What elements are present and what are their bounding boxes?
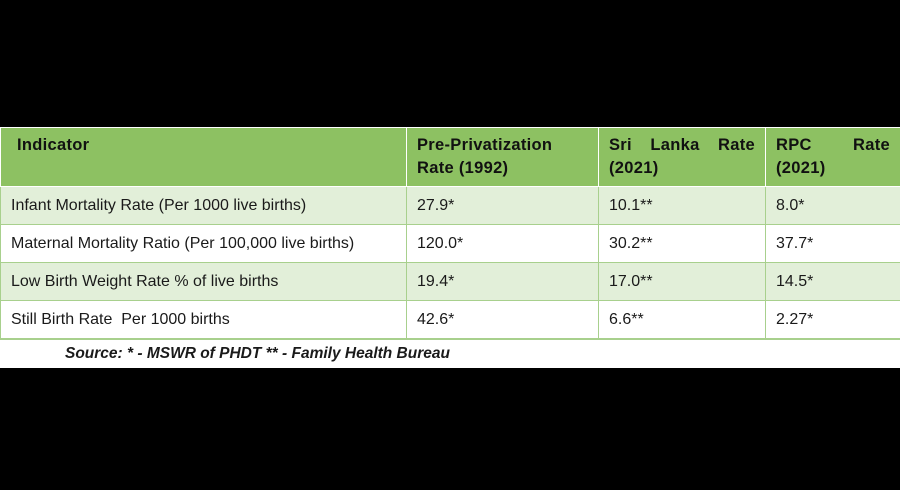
header-rpc-rate: RPC Rate (2021) [765,127,900,187]
header-sri-lanka-line2: (2021) [609,159,659,177]
header-indicator-text: Indicator [17,136,90,154]
health-indicators-table: Indicator Pre-Privatization Rate (1992) … [0,127,900,339]
header-rpc-line2: (2021) [776,159,826,177]
cell-sri-lanka: 30.2** [598,224,766,263]
header-pre-privatization-line2: Rate (1992) [417,159,509,177]
header-sri-lanka-rate: Sri Lanka Rate (2021) [598,127,766,187]
cell-sri-lanka: 6.6** [598,300,766,339]
cell-pre-privatization: 19.4* [406,262,599,301]
cell-pre-privatization: 120.0* [406,224,599,263]
cell-pre-privatization: 27.9* [406,186,599,225]
table-row: Still Birth Rate Per 1000 births 42.6* 6… [0,300,900,339]
cell-indicator: Low Birth Weight Rate % of live births [0,262,407,301]
header-pre-privatization: Pre-Privatization Rate (1992) [406,127,599,187]
source-note: Source: * - MSWR of PHDT ** - Family Hea… [0,339,900,368]
header-rpc-line1: RPC Rate [776,136,890,154]
cell-indicator: Maternal Mortality Ratio (Per 100,000 li… [0,224,407,263]
table-row: Infant Mortality Rate (Per 1000 live bir… [0,186,900,225]
cell-indicator: Infant Mortality Rate (Per 1000 live bir… [0,186,407,225]
cell-rpc: 8.0* [765,186,900,225]
cell-pre-privatization: 42.6* [406,300,599,339]
cell-indicator: Still Birth Rate Per 1000 births [0,300,407,339]
header-pre-privatization-line1: Pre-Privatization [417,136,553,154]
cell-rpc: 2.27* [765,300,900,339]
header-indicator: Indicator [0,127,407,187]
table-row: Low Birth Weight Rate % of live births 1… [0,262,900,301]
cell-rpc: 37.7* [765,224,900,263]
indicator-table-panel: Indicator Pre-Privatization Rate (1992) … [0,127,900,368]
table-row: Maternal Mortality Ratio (Per 100,000 li… [0,224,900,263]
table-header-row: Indicator Pre-Privatization Rate (1992) … [0,127,900,187]
cell-sri-lanka: 17.0** [598,262,766,301]
cell-sri-lanka: 10.1** [598,186,766,225]
header-sri-lanka-line1: Sri Lanka Rate [609,136,755,154]
cell-rpc: 14.5* [765,262,900,301]
